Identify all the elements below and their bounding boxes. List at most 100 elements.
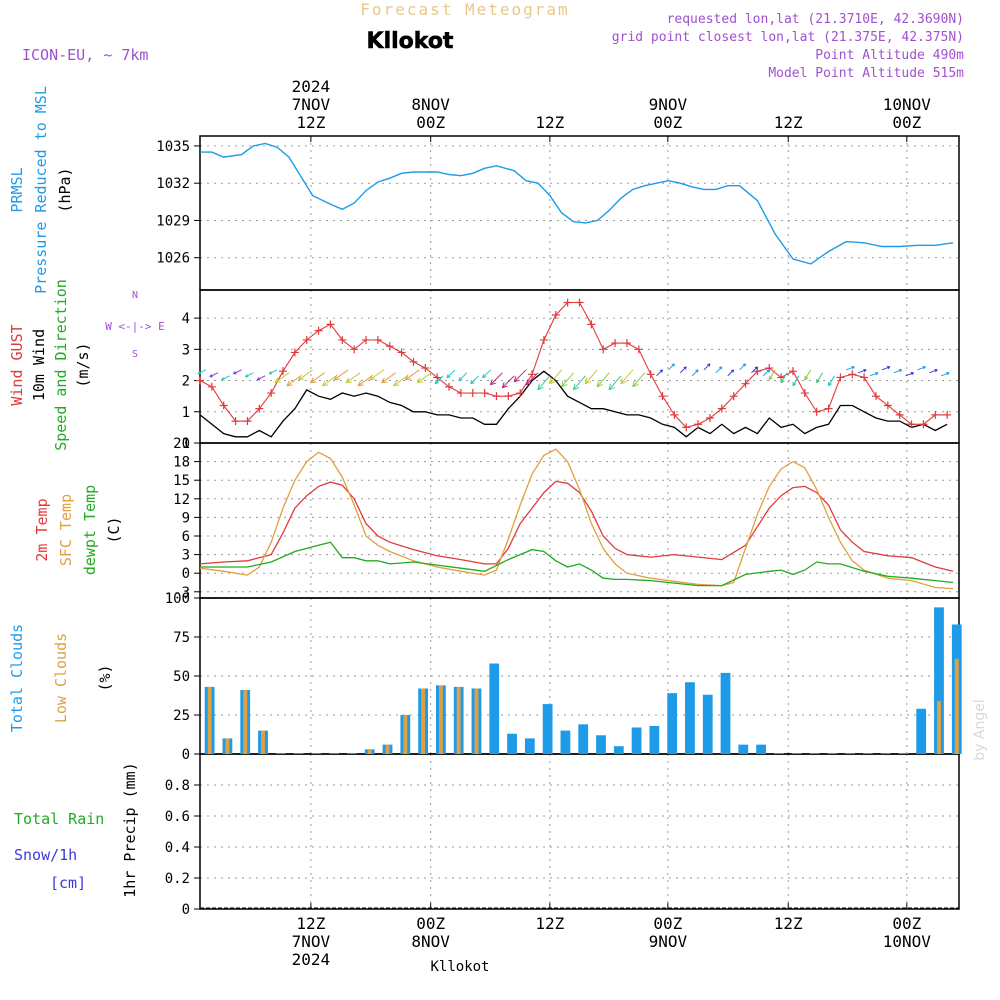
wind-gust-point — [895, 410, 904, 419]
low-cloud-bar — [403, 715, 408, 754]
wind-direction-arrow — [245, 372, 254, 378]
y-tick-label: 6 — [182, 529, 190, 545]
wind-arrow-head — [501, 382, 508, 389]
wind-gust-point — [302, 335, 311, 344]
wind-arrow-head — [632, 380, 639, 388]
t2m-line — [199, 480, 954, 572]
total-cloud-bar — [791, 753, 802, 754]
wind-arrow-head — [482, 374, 487, 379]
low-cloud-bar — [456, 686, 461, 754]
time-label-bottom: 00Z — [416, 914, 445, 933]
y-tick-label: 1026 — [156, 251, 190, 267]
low-cloud-bar — [261, 730, 265, 754]
total-cloud-bar — [880, 753, 891, 754]
panel-label: Total Clouds — [8, 624, 26, 732]
wind-gust-point — [492, 392, 501, 401]
wind-gust-point — [824, 404, 833, 413]
panel-frame-pressure — [199, 135, 960, 291]
wind-arrow-head — [274, 377, 281, 384]
total-cloud-bar — [702, 694, 713, 754]
time-label-bottom: 12Z — [296, 914, 325, 933]
wind-arrow-head — [730, 369, 735, 373]
wind-arrow-head — [221, 377, 225, 381]
y-tick-label: 0 — [182, 902, 190, 918]
wind-gust-point — [788, 367, 797, 376]
wind-compass: N W <-|-> E S — [105, 290, 165, 360]
wind-gust-point — [243, 417, 252, 426]
y-tick-label: 50 — [173, 669, 190, 685]
total-cloud-bar — [845, 753, 855, 754]
wind-direction-arrow — [257, 375, 266, 381]
low-cloud-bar — [367, 749, 372, 754]
low-cloud-bar — [421, 688, 426, 754]
low-cloud-bar — [243, 690, 248, 754]
precip-label: Total Rain — [14, 810, 104, 828]
wind-gust-point — [504, 392, 513, 401]
wind-arrow-head — [572, 383, 580, 391]
wind-gust-point — [717, 404, 726, 413]
total-cloud-bar — [720, 672, 731, 754]
wind-direction-arrow — [405, 369, 420, 381]
compass-south: S — [132, 349, 138, 360]
wind-arrow-head — [620, 377, 627, 385]
time-label-top: 00Z — [416, 113, 445, 132]
panel-label: (%) — [96, 664, 114, 691]
wind-arrow-head — [898, 369, 903, 373]
wind-gust-point — [931, 410, 940, 419]
y-tick-label: 0.8 — [165, 778, 190, 794]
y-tick-label: 1029 — [156, 213, 190, 229]
wind-arrow-head — [489, 379, 496, 386]
wind-arrow-head — [804, 375, 809, 381]
wind-direction-arrow — [490, 372, 503, 386]
wind-arrow-head — [416, 377, 424, 384]
time-label-top: 10NOV — [883, 95, 932, 114]
wind-gust-point — [919, 420, 928, 429]
wind-direction-arrow — [881, 366, 891, 371]
wind-gust-point — [196, 376, 204, 385]
footer-location: Kllokot — [430, 959, 489, 975]
time-label-bottom: 2024 — [292, 950, 331, 969]
panel-label: 2m Temp — [33, 498, 51, 561]
wind-direction-arrow — [286, 375, 302, 387]
wind-arrow-head — [742, 363, 747, 367]
wind-arrow-head — [268, 371, 273, 375]
wind-gust-point — [338, 335, 347, 344]
wind-direction-arrow — [691, 369, 699, 377]
wind-arrow-head — [209, 374, 213, 378]
wind-gust-point — [907, 420, 916, 429]
time-label-top: 12Z — [296, 113, 325, 132]
y-tick-label: 21 — [173, 436, 190, 452]
wind-gust-point — [575, 298, 584, 307]
wind-arrow-head — [393, 380, 400, 387]
wind-gust-point — [539, 335, 548, 344]
wind-direction-arrow — [679, 366, 687, 374]
y-tick-label: 1035 — [156, 139, 190, 155]
y-tick-label: 0 — [182, 566, 190, 582]
wind-gust-point — [670, 410, 679, 419]
y-tick-label: 0.6 — [165, 809, 190, 825]
total-cloud-bar — [631, 727, 642, 754]
wind-arrow-head — [537, 383, 544, 391]
precip-axis-label: 1hr Precip (mm) — [121, 762, 139, 897]
panel-label: (hPa) — [56, 167, 74, 212]
wind-arrow-head — [863, 369, 867, 373]
compass-west-east: W <-|-> E — [105, 320, 165, 333]
wind-direction-arrow — [941, 372, 950, 377]
panel-frame-precipitation — [199, 753, 960, 910]
wind-gust-point — [599, 345, 608, 354]
wind-gust-point — [219, 401, 228, 410]
wind-gust-point — [860, 373, 869, 382]
wind-arrow-head — [875, 372, 879, 376]
wind-arrow-head — [310, 377, 317, 384]
wind-gust-point — [290, 348, 299, 357]
wind-direction-arrow — [561, 372, 574, 388]
wind-direction-arrow — [608, 375, 622, 391]
wind-arrow-head — [345, 377, 352, 384]
time-label-top: 00Z — [892, 113, 921, 132]
panel-label: Pressure Reduced to MSL — [32, 86, 50, 294]
data-marks — [196, 142, 962, 909]
point-altitude: Point Altitude 490m — [815, 48, 964, 63]
wind-gust-point — [883, 401, 892, 410]
wind-arrow-head — [719, 366, 723, 370]
